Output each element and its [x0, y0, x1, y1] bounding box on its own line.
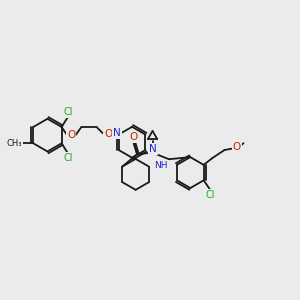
Text: N: N: [113, 128, 121, 138]
Text: O: O: [233, 142, 241, 152]
Text: Cl: Cl: [206, 190, 215, 200]
Text: NH: NH: [154, 161, 168, 170]
Text: O: O: [104, 129, 112, 139]
Text: CH₃: CH₃: [7, 139, 22, 148]
Text: Cl: Cl: [63, 107, 73, 117]
Text: O: O: [129, 132, 138, 142]
Text: O: O: [67, 130, 75, 140]
Text: N: N: [149, 144, 157, 154]
Text: Cl: Cl: [63, 153, 73, 163]
